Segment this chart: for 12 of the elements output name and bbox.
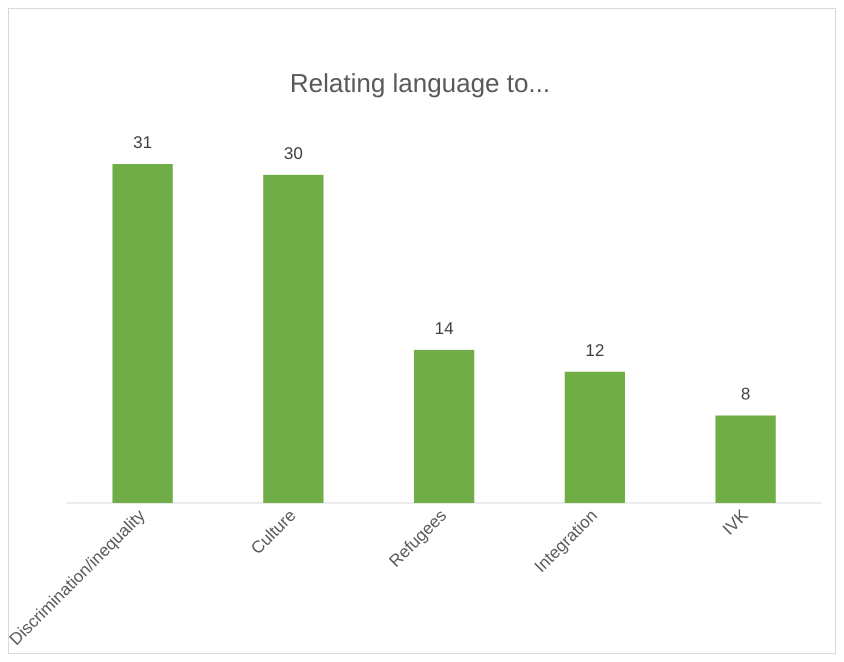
- bar: [112, 164, 173, 503]
- x-tick-label: IVK: [718, 505, 752, 539]
- bar: [715, 415, 776, 503]
- data-label: 12: [585, 340, 604, 360]
- data-label: 30: [284, 144, 303, 164]
- bar: [263, 174, 324, 503]
- data-label: 8: [740, 384, 750, 404]
- bar: [414, 350, 474, 503]
- bar: [564, 372, 626, 503]
- data-label: 14: [434, 319, 454, 338]
- chart-title: Relating language to...: [290, 68, 550, 98]
- data-label: 31: [133, 133, 152, 152]
